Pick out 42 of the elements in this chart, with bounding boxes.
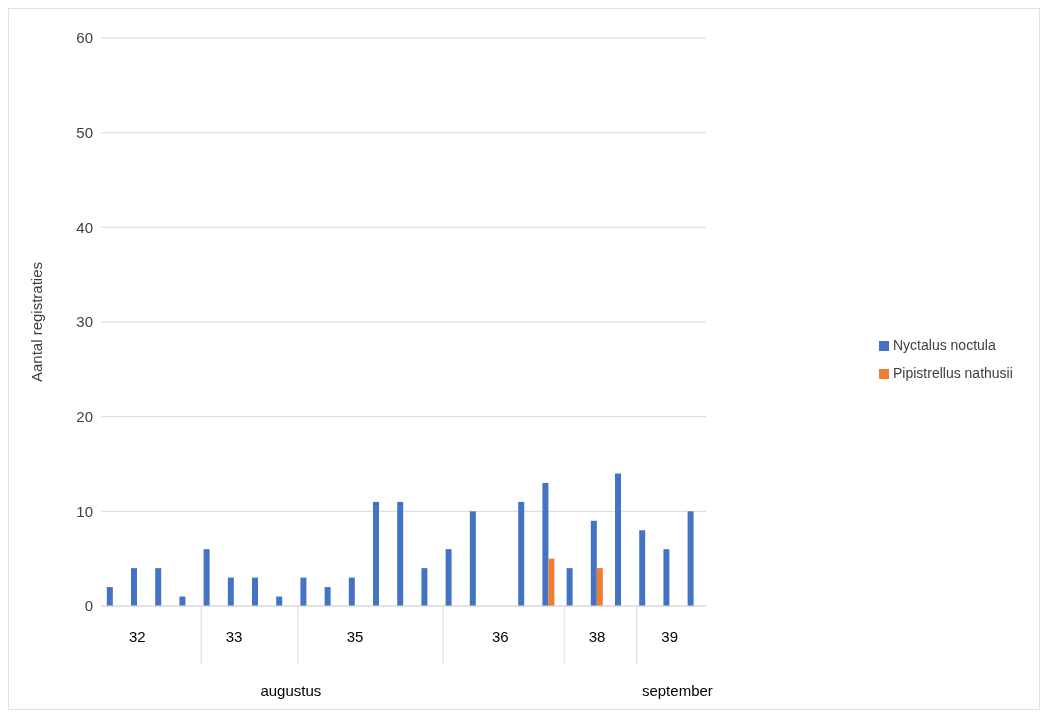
x-tick-label: 33: [225, 628, 243, 645]
y-axis-title: Aantal registraties: [28, 261, 46, 383]
bar: [445, 549, 452, 606]
x-tick-label: 32: [128, 628, 146, 645]
x-tick-label: 38: [588, 628, 606, 645]
bar: [131, 568, 138, 606]
y-tick-label: 60: [76, 29, 93, 47]
bar: [300, 577, 307, 606]
y-tick-label: 10: [76, 502, 93, 520]
bar: [548, 558, 555, 606]
bar: [566, 568, 573, 606]
bar: [663, 549, 670, 606]
y-tick-label: 50: [76, 123, 93, 141]
y-tick-label: 30: [76, 313, 93, 331]
y-tick-label: 40: [76, 218, 93, 236]
bar: [518, 501, 525, 606]
x-tick-label: 36: [491, 628, 509, 645]
bar: [421, 568, 428, 606]
bar: [615, 473, 622, 606]
y-tick-label: 20: [76, 407, 93, 425]
x-tick-label: 39: [661, 628, 679, 645]
bar: [590, 520, 597, 606]
text: september: [641, 682, 713, 699]
text: augustus: [260, 682, 322, 699]
bar: [252, 577, 259, 606]
x-tick-label: 35: [346, 628, 364, 645]
bar: [155, 568, 162, 606]
bar: [203, 549, 210, 606]
bar: [227, 577, 234, 606]
bar: [469, 511, 476, 606]
bar: [542, 482, 549, 606]
bar: [639, 530, 646, 606]
bar: [397, 501, 404, 606]
bar: [373, 501, 380, 606]
bar: [106, 587, 113, 606]
bar: [596, 568, 603, 606]
bar: [687, 511, 694, 606]
bar: [348, 577, 355, 606]
legend-label: Nyctalus noctula: [893, 337, 996, 353]
y-tick-label: 0: [84, 597, 93, 615]
legend-label: Pipistrellus nathusii: [893, 365, 1013, 381]
bar: [324, 587, 331, 606]
